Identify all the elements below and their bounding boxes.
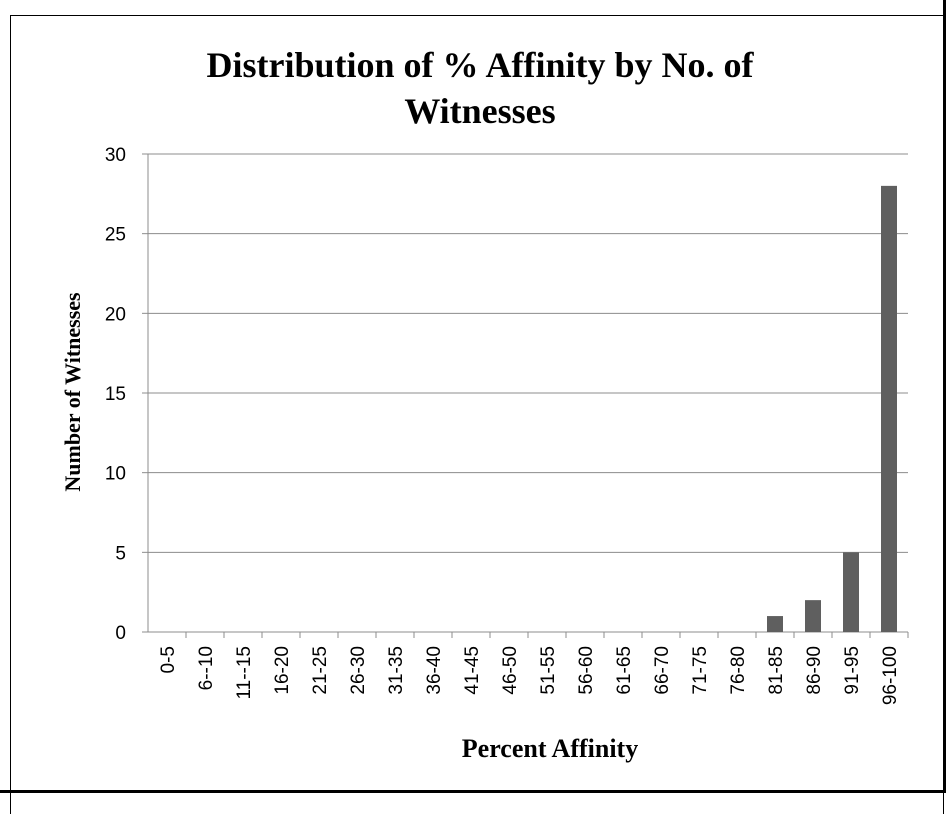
x-tick-label: 31-35: [386, 646, 407, 695]
chart-title: Distribution of % Affinity by No. of Wit…: [206, 45, 754, 131]
bar: [843, 552, 859, 632]
x-tick-label: 61-65: [614, 646, 635, 695]
x-tick-label: 56-60: [576, 646, 597, 695]
y-tick-label: 5: [115, 543, 126, 564]
x-tick-label: 21-25: [310, 646, 331, 695]
x-tick-label: 41-45: [462, 646, 483, 695]
x-tick-label: 36-40: [424, 646, 445, 695]
chart-area: [10, 15, 944, 814]
x-tick-label: 6--10: [196, 646, 217, 690]
x-tick-label: 96-100: [880, 646, 901, 705]
bar: [767, 616, 783, 632]
x-tick-label: 16-20: [272, 646, 293, 695]
y-tick-label: 0: [115, 623, 126, 644]
y-tick-label: 10: [105, 464, 126, 485]
chart-frame: [0, 0, 946, 793]
x-tick-label: 46-50: [500, 646, 521, 695]
x-tick-label: 0-5: [158, 646, 179, 673]
x-tick-label: 71-75: [690, 646, 711, 695]
x-tick-label: 91-95: [842, 646, 863, 695]
x-tick-label: 86-90: [804, 646, 825, 695]
y-tick-label: 20: [105, 304, 126, 325]
bar: [805, 600, 821, 632]
y-tick-label: 30: [105, 145, 126, 166]
x-tick-label: 51-55: [538, 646, 559, 695]
x-tick-label: 81-85: [766, 646, 787, 695]
bar: [881, 185, 897, 632]
y-tick-label: 25: [105, 225, 126, 246]
x-tick-label: 26-30: [348, 646, 369, 695]
x-axis-label: Percent Affinity: [461, 734, 639, 763]
x-tick-label: 76-80: [728, 646, 749, 695]
y-tick-label: 15: [105, 384, 126, 405]
x-tick-label: 11--15: [234, 646, 255, 700]
x-tick-label: 66-70: [652, 646, 673, 695]
